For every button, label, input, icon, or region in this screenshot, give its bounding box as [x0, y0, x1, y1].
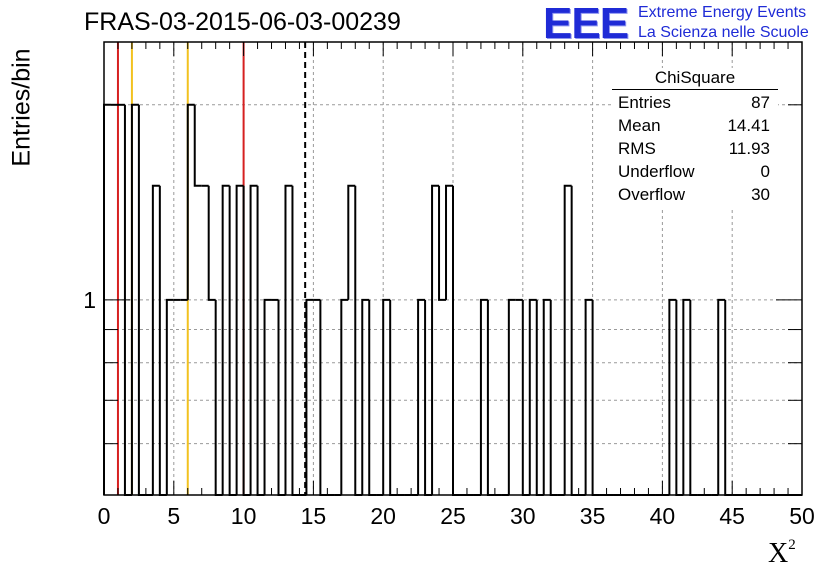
histogram-bin — [186, 103, 195, 300]
x-axis-label-base: X — [768, 538, 789, 569]
chart-title: FRAS-03-2015-06-03-00239 — [84, 8, 401, 36]
histogram-bin — [507, 298, 516, 495]
stats-box-title: ChiSquare — [612, 68, 778, 90]
stats-label: Underflow — [618, 162, 695, 181]
histogram-bin — [130, 103, 139, 495]
histogram-bin — [249, 184, 258, 495]
stats-value: 30 — [751, 185, 770, 204]
histogram-bin — [528, 298, 537, 495]
stats-row: Overflow 30 — [612, 184, 778, 207]
histogram-bin — [445, 184, 453, 300]
eee-logo: EEE — [543, 0, 629, 48]
x-tick-label: 45 — [719, 503, 745, 529]
histogram-bin — [542, 298, 551, 495]
histogram-bin — [563, 184, 572, 495]
histogram-bin — [668, 298, 677, 495]
x-tick-label: 20 — [370, 503, 396, 529]
histogram-bin — [291, 185, 300, 496]
stats-value: 14.41 — [727, 116, 770, 135]
histogram-bin — [361, 298, 370, 495]
histogram-bin — [151, 184, 160, 495]
x-axis-label-superscript: 2 — [788, 536, 796, 553]
x-tick-label: 30 — [510, 503, 536, 529]
histogram-bin — [382, 298, 391, 495]
histogram-bin — [165, 298, 174, 495]
histogram-bin — [158, 185, 167, 496]
logo-text-line1: Extreme Energy Events — [638, 4, 807, 21]
logo-text-line2: La Scienza nelle Scuole — [638, 24, 809, 41]
stats-value: 87 — [751, 93, 770, 112]
stats-label: Entries — [618, 93, 671, 112]
x-tick-label: 25 — [440, 503, 466, 529]
x-axis-label: X2 — [768, 536, 796, 570]
stats-row: Entries 87 — [612, 92, 778, 115]
histogram-bin — [235, 184, 244, 495]
histogram-bin — [193, 104, 202, 187]
histogram-bin — [242, 185, 251, 496]
stats-row: Underflow 0 — [612, 161, 778, 184]
histogram-bin — [263, 298, 272, 495]
stats-box: ChiSquare Entries 87 Mean 14.41 RMS 11.93 U… — [612, 68, 778, 207]
x-tick-label: 0 — [98, 503, 111, 529]
x-tick-label: 15 — [301, 503, 327, 529]
histogram-bin — [284, 184, 293, 495]
y-tick-label: 1 — [83, 287, 96, 313]
tick-labels: 0 5 10 15 20 25 30 35 40 45 50 1 — [83, 287, 815, 529]
histogram-bin — [417, 298, 426, 495]
histogram-bin — [452, 185, 460, 496]
histogram-bin — [570, 185, 579, 496]
stats-value: 11.93 — [728, 139, 770, 158]
histogram-bin — [682, 298, 691, 495]
histogram-bin — [438, 185, 447, 301]
histogram-bin — [228, 185, 237, 496]
reference-lines — [116, 42, 307, 495]
x-tick-label: 50 — [789, 503, 815, 529]
histogram-bin — [305, 298, 314, 495]
stats-row: RMS 11.93 — [612, 138, 778, 161]
histogram-bin — [340, 298, 349, 495]
histogram-bin — [347, 184, 356, 300]
x-tick-label: 5 — [167, 503, 180, 529]
histogram-bin — [256, 185, 265, 496]
stats-label: Overflow — [618, 185, 686, 204]
x-tick-label: 35 — [580, 503, 606, 529]
histogram-bin — [207, 185, 216, 301]
histogram-bin — [221, 184, 230, 495]
histogram-bin — [431, 184, 440, 495]
stats-row: Mean 14.41 — [612, 115, 778, 138]
histogram-bin — [584, 298, 593, 495]
y-axis-label: Entries/bin — [7, 48, 36, 167]
stats-label: Mean — [618, 116, 661, 135]
histogram-bin — [354, 185, 363, 496]
histogram-bin — [479, 298, 488, 495]
x-tick-label: 10 — [231, 503, 257, 529]
stats-value: 0 — [760, 162, 770, 181]
x-tick-label: 40 — [650, 503, 676, 529]
plot-frame — [103, 41, 803, 496]
histogram-bin — [717, 298, 726, 495]
stats-label: RMS — [618, 139, 656, 158]
